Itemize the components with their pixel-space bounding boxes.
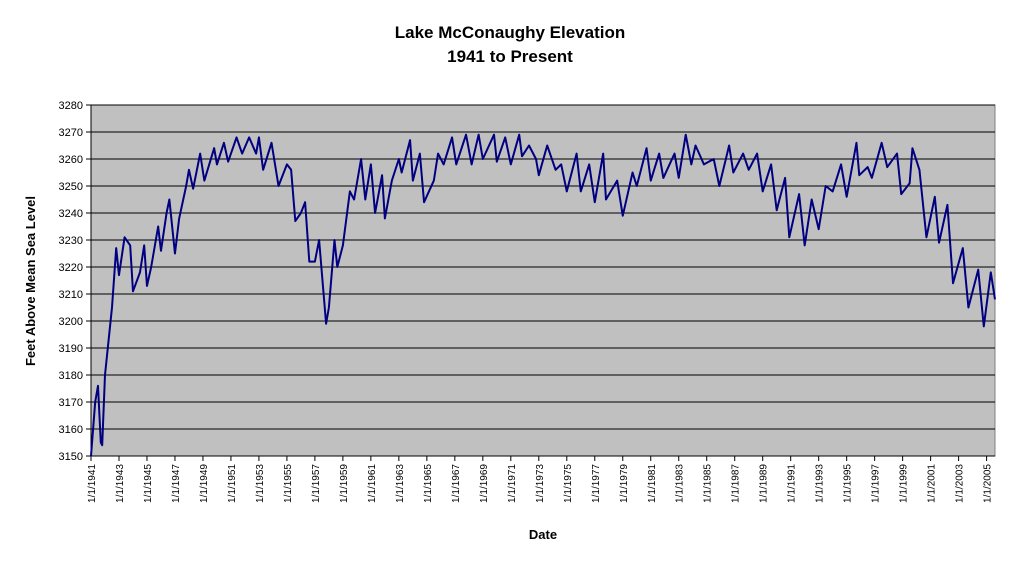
x-tick-label: 1/1/1957 — [311, 464, 322, 503]
x-tick-label: 1/1/1951 — [227, 464, 238, 503]
y-tick-label: 3160 — [59, 424, 83, 436]
x-tick-label: 1/1/1963 — [395, 464, 406, 503]
y-tick-label: 3220 — [59, 262, 83, 274]
x-tick-label: 1/1/1993 — [815, 464, 826, 503]
x-tick-label: 1/1/1949 — [199, 464, 210, 503]
x-tick-label: 1/1/1961 — [367, 464, 378, 503]
x-tick-label: 1/1/2003 — [955, 464, 966, 503]
y-tick-label: 3280 — [59, 100, 83, 112]
x-axis-label: Date — [529, 527, 557, 542]
x-tick-label: 1/1/1979 — [619, 464, 630, 503]
x-tick-label: 1/1/1985 — [703, 464, 714, 503]
y-tick-label: 3250 — [59, 181, 83, 193]
y-tick-label: 3270 — [59, 127, 83, 139]
y-tick-label: 3230 — [59, 235, 83, 247]
chart-subtitle: 1941 to Present — [447, 47, 573, 66]
x-tick-label: 1/1/1941 — [87, 464, 98, 503]
x-tick-label: 1/1/1991 — [787, 464, 798, 503]
x-tick-label: 1/1/1967 — [451, 464, 462, 503]
x-tick-label: 1/1/2005 — [983, 464, 994, 503]
x-tick-label: 1/1/1943 — [115, 464, 126, 503]
x-tick-label: 1/1/1981 — [647, 464, 658, 503]
chart-title: Lake McConaughy Elevation — [395, 23, 626, 42]
y-axis-label: Feet Above Mean Sea Level — [23, 196, 38, 366]
x-tick-label: 1/1/1969 — [479, 464, 490, 503]
y-tick-label: 3260 — [59, 154, 83, 166]
x-tick-label: 1/1/2001 — [927, 464, 938, 503]
x-tick-label: 1/1/1983 — [675, 464, 686, 503]
x-tick-label: 1/1/1953 — [255, 464, 266, 503]
x-tick-label: 1/1/1959 — [339, 464, 350, 503]
data-line — [90, 133, 996, 457]
x-tick-label: 1/1/1987 — [731, 464, 742, 503]
y-tick-label: 3200 — [59, 316, 83, 328]
x-tick-label: 1/1/1955 — [283, 464, 294, 503]
y-tick-label: 3170 — [59, 397, 83, 409]
x-tick-label: 1/1/1971 — [507, 464, 518, 503]
y-tick-label: 3190 — [59, 343, 83, 355]
y-tick-label: 3150 — [59, 451, 83, 463]
x-tick-label: 1/1/1965 — [423, 464, 434, 503]
x-tick-label: 1/1/1999 — [899, 464, 910, 503]
x-tick-label: 1/1/1995 — [843, 464, 854, 503]
x-tick-label: 1/1/1975 — [563, 464, 574, 503]
y-tick-label: 3180 — [59, 370, 83, 382]
x-tick-label: 1/1/1973 — [535, 464, 546, 503]
x-tick-label: 1/1/1997 — [871, 464, 882, 503]
x-tick-label: 1/1/1977 — [591, 464, 602, 503]
y-tick-label: 3240 — [59, 208, 83, 220]
x-tick-label: 1/1/1947 — [171, 464, 182, 503]
x-tick-label: 1/1/1945 — [143, 464, 154, 503]
x-tick-label: 1/1/1989 — [759, 464, 770, 503]
y-tick-label: 3210 — [59, 289, 83, 301]
